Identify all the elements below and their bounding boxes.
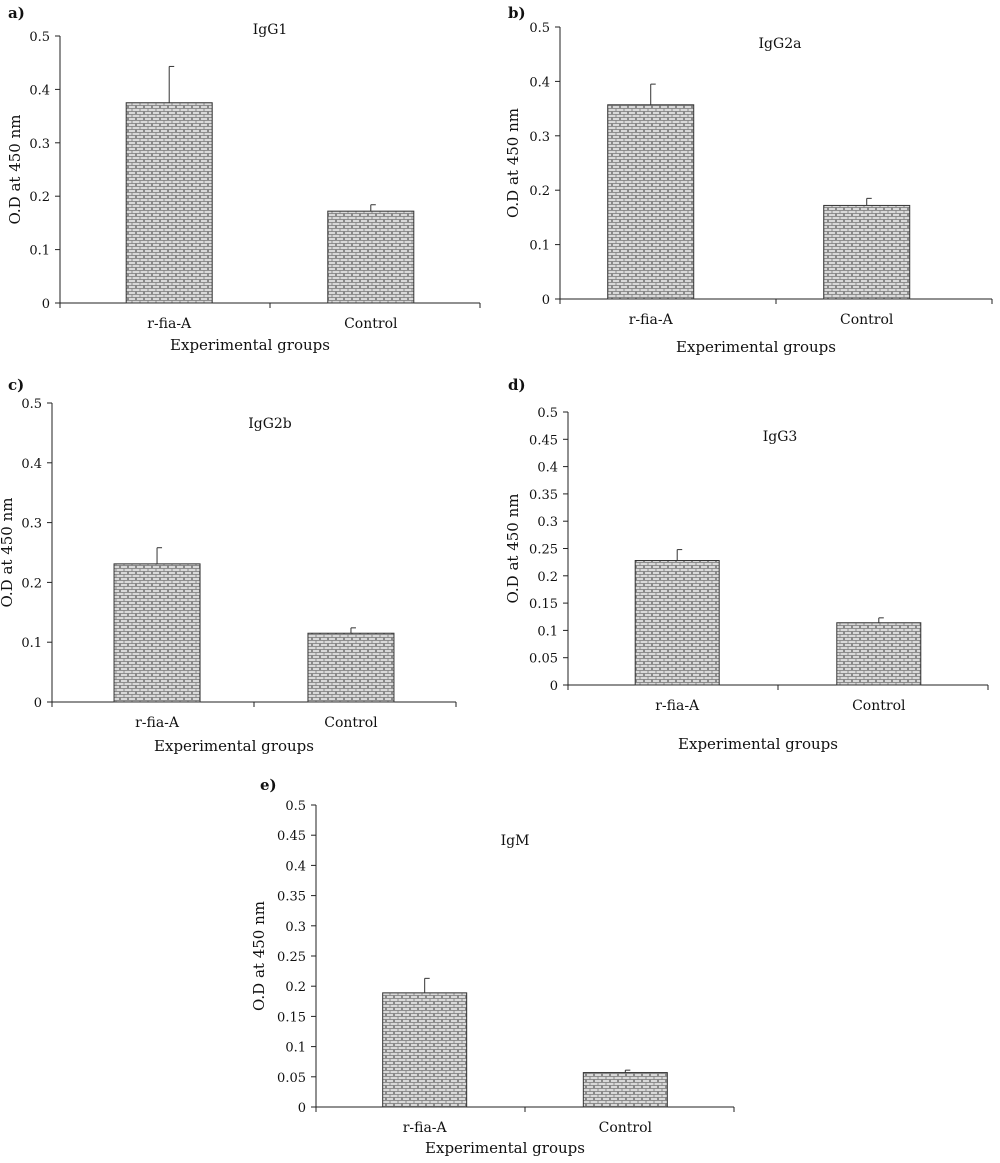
category-label: Control [599, 1120, 653, 1136]
y-tick-label: 0.1 [529, 239, 550, 254]
chart-panel-b: b) IgG2a 0 0.1 0.2 0.3 0.4 0.5 r-fia-A Control Ex… [500, 0, 1000, 360]
y-tick-label: 0.3 [29, 137, 50, 152]
x-axis-label: Experimental groups [170, 336, 330, 354]
y-tick-label: 0.2 [29, 190, 50, 205]
y-tick-label: 0.15 [529, 597, 558, 612]
category-label: r-fia-A [147, 316, 192, 332]
y-tick-label: 0.1 [285, 1041, 306, 1056]
category-label: r-fia-A [655, 698, 700, 714]
chart-title: IgG1 [253, 22, 288, 38]
bar-control [327, 210, 415, 304]
y-tick-label: 0.45 [529, 433, 558, 448]
y-tick-label: 0.3 [537, 515, 558, 530]
y-tick-label: 0.3 [285, 920, 306, 935]
category-label: Control [852, 698, 906, 714]
category-label: Control [324, 715, 378, 731]
chart-svg-b: IgG2a 0 0.1 0.2 0.3 0.4 0.5 r-fia-A ControlExper… [504, 21, 993, 356]
y-axis-label: O.D at 450 nm [0, 497, 16, 607]
y-tick-label: 0.4 [29, 83, 50, 98]
bar-control [582, 1072, 668, 1108]
chart-svg-e: IgM 0 0.05 0.1 0.15 0.2 0.25 0.3 0.35 0.4 0.45 0.5 r… [250, 799, 735, 1157]
y-tick-label: 0 [542, 293, 550, 308]
y-tick-label: 0.3 [21, 517, 42, 532]
x-axis-label: Experimental groups [678, 735, 838, 753]
y-tick-label: 0.2 [285, 980, 306, 995]
chart-title: IgG2a [759, 36, 802, 52]
y-tick-label: 0 [298, 1101, 306, 1116]
chart-panel-a: a) IgG1 0 0.1 0.2 0.3 0.4 0.5 r-fia-A Control Exp… [0, 0, 500, 360]
y-tick-label: 0.05 [277, 1071, 306, 1086]
y-tick-label: 0.2 [21, 576, 42, 591]
chart-svg-d: IgG3 0 0.05 0.1 0.15 0.2 0.25 0.3 0.35 0.4 0.45 0.5… [504, 406, 989, 753]
chart-panel-c: c) IgG2b 0 0.1 0.2 0.3 0.4 0.5 r-fia-A Control Ex… [0, 370, 500, 760]
category-label: Control [344, 316, 398, 332]
y-tick-label: 0.25 [529, 543, 558, 558]
chart-svg-c: IgG2b 0 0.1 0.2 0.3 0.4 0.5 r-fia-A Control Exper… [0, 397, 457, 755]
panel-label: d) [508, 376, 526, 394]
y-tick-label: 0.25 [277, 950, 306, 965]
y-tick-label: 0.5 [537, 406, 558, 421]
y-tick-label: 0.4 [529, 75, 550, 90]
bar-r-fia-a [607, 104, 695, 300]
y-tick-label: 0.5 [529, 21, 550, 36]
y-tick-label: 0.1 [537, 624, 558, 639]
chart-title: IgM [501, 833, 530, 849]
chart-title: IgG3 [763, 429, 798, 445]
y-tick-label: 0.5 [29, 30, 50, 45]
bar-r-fia-a [634, 560, 720, 686]
y-tick-label: 0.35 [277, 890, 306, 905]
bar-control [836, 622, 922, 686]
y-tick-label: 0.35 [529, 488, 558, 503]
y-tick-label: 0.15 [277, 1010, 306, 1025]
y-tick-label: 0.5 [285, 799, 306, 814]
x-axis-label: Experimental groups [676, 338, 836, 356]
bar-r-fia-a [125, 102, 213, 304]
y-tick-label: 0.45 [277, 829, 306, 844]
x-axis-label: Experimental groups [154, 737, 314, 755]
bar-r-fia-a [382, 992, 468, 1108]
category-label: r-fia-A [629, 312, 674, 328]
y-tick-label: 0 [42, 297, 50, 312]
y-tick-label: 0.4 [285, 859, 306, 874]
panel-label: e) [260, 776, 277, 794]
y-tick-label: 0.2 [529, 184, 550, 199]
category-label: r-fia-A [135, 715, 180, 731]
y-tick-label: 0.5 [21, 397, 42, 412]
bar-control [823, 204, 911, 300]
category-label: Control [840, 312, 894, 328]
x-axis-label: Experimental groups [425, 1139, 585, 1157]
category-label: r-fia-A [403, 1120, 448, 1136]
y-tick-label: 0.1 [29, 244, 50, 259]
y-axis-label: O.D at 450 nm [6, 114, 24, 224]
y-tick-label: 0 [34, 696, 42, 711]
chart-title: IgG2b [248, 416, 292, 432]
y-tick-label: 0.2 [537, 570, 558, 585]
chart-svg-a: IgG1 0 0.1 0.2 0.3 0.4 0.5 r-fia-A Control Experi… [6, 22, 481, 354]
y-tick-label: 0.4 [537, 461, 558, 476]
bar-r-fia-a [113, 563, 201, 703]
y-tick-label: 0.3 [529, 130, 550, 145]
bar-control [307, 632, 395, 703]
panel-label: a) [8, 4, 25, 22]
chart-panel-d: d) IgG3 0 0.05 0.1 0.15 0.2 0.25 0.3 0.35 0.4 0.45… [500, 370, 1000, 760]
panel-label: b) [508, 4, 526, 22]
y-axis-label: O.D at 450 nm [250, 901, 268, 1011]
y-axis-label: O.D at 450 nm [504, 493, 522, 603]
y-axis-label: O.D at 450 nm [504, 108, 522, 218]
y-tick-label: 0.05 [529, 652, 558, 667]
y-tick-label: 0.1 [21, 636, 42, 651]
y-tick-label: 0.4 [21, 457, 42, 472]
chart-panel-e: e) IgM 0 0.05 0.1 0.15 0.2 0.25 0.3 0.35 0.4 0.45 0… [250, 770, 750, 1163]
y-tick-label: 0 [550, 679, 558, 694]
panel-label: c) [8, 376, 25, 394]
